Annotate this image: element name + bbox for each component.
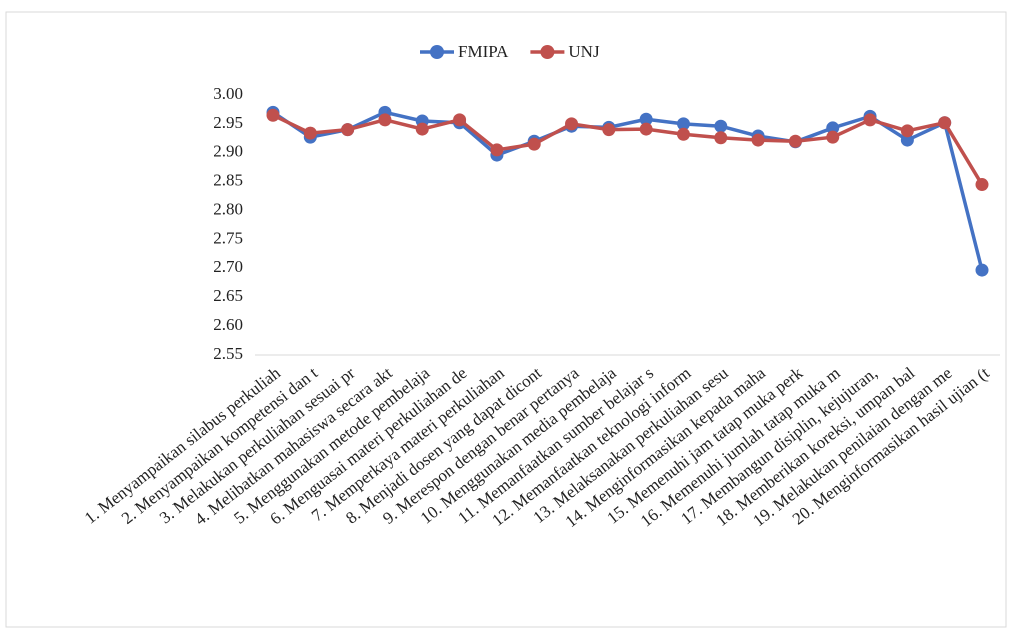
- point: [900, 124, 914, 138]
- point: [490, 143, 504, 157]
- y-tick-label: 2.75: [213, 228, 243, 247]
- point: [565, 117, 579, 131]
- y-tick-label: 3.00: [213, 84, 243, 103]
- point: [714, 131, 728, 145]
- point: [639, 122, 653, 136]
- y-tick-label: 2.70: [213, 257, 243, 276]
- point: [788, 134, 802, 148]
- y-tick-label: 2.55: [213, 344, 243, 363]
- point: [453, 113, 467, 127]
- point: [676, 117, 690, 131]
- point: [714, 119, 728, 133]
- point: [266, 108, 280, 122]
- y-tick-label: 2.90: [213, 142, 243, 161]
- point: [527, 137, 541, 151]
- point: [975, 263, 989, 277]
- point: [676, 127, 690, 141]
- legend-marker: [540, 45, 555, 59]
- point: [975, 178, 989, 192]
- y-tick-label: 2.60: [213, 315, 243, 334]
- y-tick-label: 2.80: [213, 199, 243, 218]
- point: [863, 113, 877, 127]
- point: [900, 133, 914, 147]
- point: [826, 130, 840, 144]
- point: [378, 113, 392, 127]
- legend-marker: [430, 45, 444, 59]
- point: [303, 126, 317, 140]
- point: [826, 121, 840, 135]
- point: [415, 122, 429, 136]
- chart-frame: [5, 11, 1007, 628]
- legend-label: FMIPA: [458, 42, 509, 61]
- point: [602, 123, 616, 137]
- point: [639, 112, 653, 126]
- point: [938, 116, 952, 130]
- y-tick-label: 2.95: [213, 113, 243, 132]
- point: [751, 133, 765, 147]
- point: [341, 123, 355, 137]
- y-tick-label: 2.85: [213, 171, 243, 190]
- y-tick-label: 2.65: [213, 286, 243, 305]
- legend-label: UNJ: [568, 42, 600, 61]
